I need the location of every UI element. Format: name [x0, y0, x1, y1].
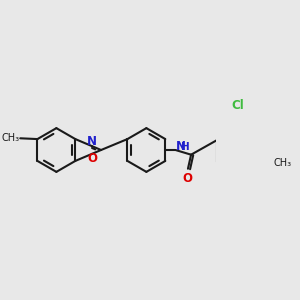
Text: N: N: [176, 140, 186, 153]
Text: CH₃: CH₃: [2, 133, 20, 143]
Text: O: O: [182, 172, 192, 185]
Text: N: N: [87, 135, 97, 148]
Text: O: O: [87, 152, 97, 165]
Text: H: H: [181, 142, 190, 152]
Text: CH₃: CH₃: [273, 158, 291, 168]
Text: Cl: Cl: [232, 99, 244, 112]
